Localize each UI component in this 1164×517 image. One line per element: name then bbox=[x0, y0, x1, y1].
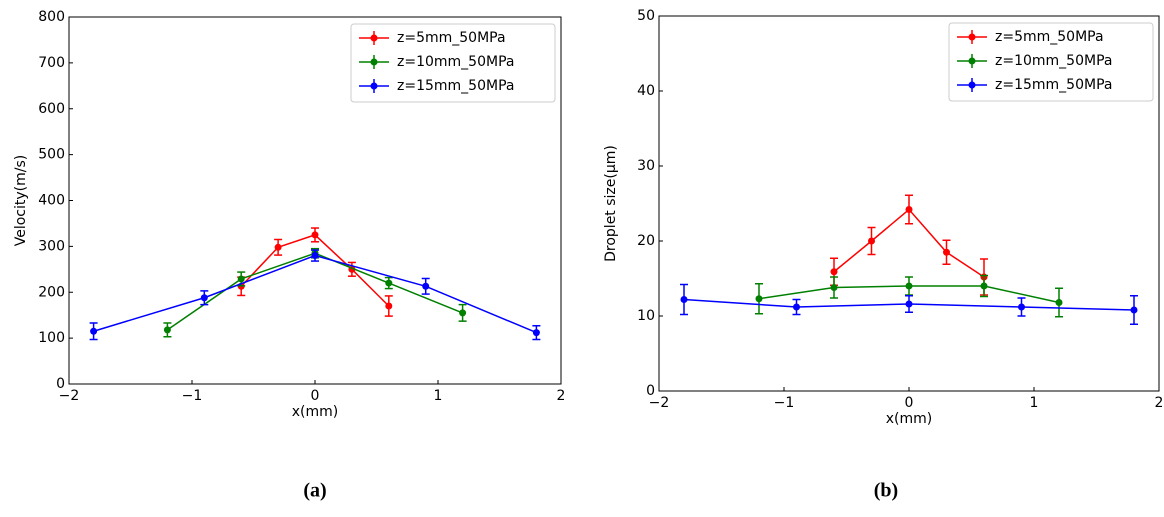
y-tick-label: 20 bbox=[637, 233, 655, 249]
y-tick-label: 700 bbox=[38, 55, 65, 71]
point bbox=[1018, 303, 1025, 311]
point bbox=[980, 282, 988, 290]
y-tick-label: 500 bbox=[38, 147, 65, 163]
point bbox=[830, 268, 838, 276]
point bbox=[905, 282, 913, 290]
y-tick-label: 10 bbox=[637, 308, 655, 324]
point bbox=[1055, 299, 1063, 306]
y-axis-label: Droplet size(μm) bbox=[603, 145, 619, 262]
y-tick-label: 0 bbox=[56, 376, 65, 392]
point bbox=[311, 231, 319, 239]
point bbox=[680, 296, 688, 303]
x-tick-label: 2 bbox=[557, 388, 566, 404]
x-tick-label: −1 bbox=[774, 395, 795, 411]
legend-marker bbox=[968, 81, 976, 89]
point bbox=[1130, 306, 1138, 314]
legend-label: z=15mm_50MPa bbox=[995, 77, 1112, 93]
legend-label: z=10mm_50MPa bbox=[397, 54, 514, 70]
point bbox=[311, 252, 319, 260]
point bbox=[385, 279, 393, 287]
point bbox=[90, 327, 98, 335]
point bbox=[793, 303, 800, 311]
legend-marker bbox=[370, 34, 378, 42]
y-tick-label: 600 bbox=[38, 101, 65, 117]
legend-marker bbox=[968, 57, 976, 65]
point bbox=[200, 294, 208, 302]
legend-box bbox=[350, 23, 556, 103]
point bbox=[868, 237, 875, 245]
caption: (a) bbox=[303, 480, 326, 502]
legend-label: z=10mm_50MPa bbox=[995, 53, 1112, 69]
y-tick-label: 0 bbox=[646, 383, 655, 399]
legend-box bbox=[948, 22, 1154, 102]
x-tick-label: 0 bbox=[311, 388, 320, 404]
legend-marker bbox=[370, 58, 378, 66]
x-tick-label: 2 bbox=[1155, 395, 1164, 411]
point bbox=[274, 243, 282, 251]
point bbox=[459, 309, 467, 317]
point bbox=[905, 206, 913, 213]
y-tick-label: 300 bbox=[38, 238, 65, 254]
y-axis-label: Velocity(m/s) bbox=[13, 155, 29, 247]
x-tick-label: −2 bbox=[649, 395, 670, 411]
series-line bbox=[93, 254, 537, 334]
y-tick-label: 40 bbox=[637, 83, 655, 99]
y-tick-label: 100 bbox=[38, 330, 65, 346]
point bbox=[385, 302, 393, 310]
point bbox=[237, 275, 245, 283]
point bbox=[532, 329, 540, 337]
y-tick-label: 200 bbox=[38, 284, 65, 300]
point bbox=[830, 284, 838, 291]
point bbox=[943, 248, 950, 256]
legend-label: z=5mm_50MPa bbox=[995, 29, 1104, 45]
legend-marker bbox=[968, 33, 976, 41]
x-axis-label: x(mm) bbox=[886, 411, 932, 427]
x-tick-label: −1 bbox=[182, 388, 203, 404]
x-tick-label: −2 bbox=[59, 388, 80, 404]
y-tick-label: 50 bbox=[637, 8, 655, 24]
y-tick-label: 800 bbox=[38, 9, 65, 25]
x-axis-label: x(mm) bbox=[292, 404, 338, 420]
point bbox=[163, 326, 171, 334]
caption: (b) bbox=[874, 480, 898, 502]
x-tick-label: 1 bbox=[434, 388, 443, 404]
x-tick-label: 1 bbox=[1030, 395, 1039, 411]
y-tick-label: 400 bbox=[38, 193, 65, 209]
point bbox=[422, 282, 430, 290]
series-line bbox=[166, 252, 463, 331]
legend-marker bbox=[370, 82, 378, 90]
point bbox=[905, 300, 913, 308]
point bbox=[755, 295, 763, 303]
legend-label: z=15mm_50MPa bbox=[397, 78, 514, 94]
x-tick-label: 0 bbox=[905, 395, 914, 411]
y-tick-label: 30 bbox=[637, 158, 655, 174]
legend-label: z=5mm_50MPa bbox=[397, 30, 506, 46]
